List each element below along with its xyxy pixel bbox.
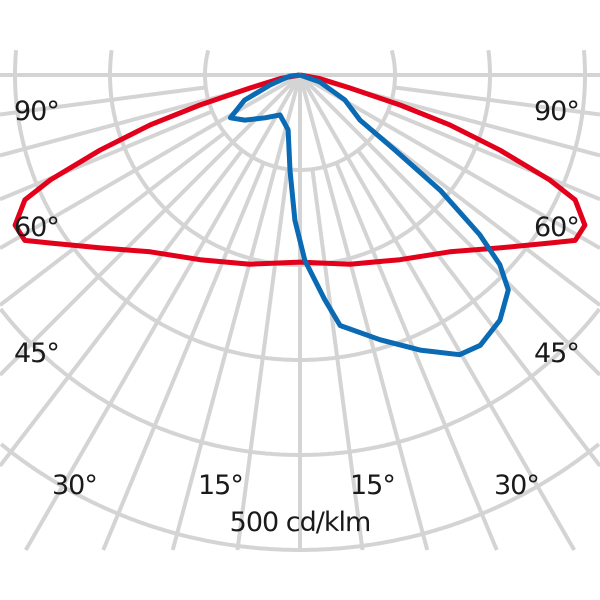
unit-label: 500 cd/klm [229,507,372,538]
angle-label-left-30: 30° [52,470,98,501]
angle-label-right-60: 60° [534,212,580,243]
grid-radial-line [310,168,365,551]
polar-grid [0,49,600,552]
angle-label-left-60: 60° [14,212,60,243]
grid-radial-line [374,131,600,307]
grid-radial-line [334,162,499,551]
angle-label-right-90: 90° [534,96,580,127]
grid-ring [0,307,600,457]
grid-radial-line [0,73,301,250]
grid-ring [13,50,587,362]
grid-radial-line [0,85,207,117]
angle-label-right-45: 45° [534,338,580,369]
angle-label-right-15: 15° [350,470,396,501]
grid-radial-line [101,162,266,551]
grid-radial-line [298,74,430,551]
angle-label-left-45: 45° [14,338,60,369]
grid-radial-line [0,149,244,468]
angle-label-right-30: 30° [494,470,540,501]
grid-radial-line [298,73,600,377]
series-curve-1 [227,72,511,358]
grid-radial-line [170,74,302,551]
angle-label-left-15: 15° [198,470,244,501]
grid-radial-line [298,73,576,552]
grid-radial-line [356,149,600,468]
grid-radial-line [0,131,226,307]
grid-radial-line [387,109,600,202]
grid-radial-line [0,109,213,202]
grid-radial-line [235,168,290,551]
angle-label-left-90: 90° [14,96,60,127]
series-curve-0 [12,72,588,267]
grid-radial-line [24,73,302,552]
curves [12,72,588,358]
grid-radial-line [393,85,600,117]
grid-ring [108,49,492,267]
grid-ring [0,442,600,552]
grid-radial-line [0,73,302,377]
